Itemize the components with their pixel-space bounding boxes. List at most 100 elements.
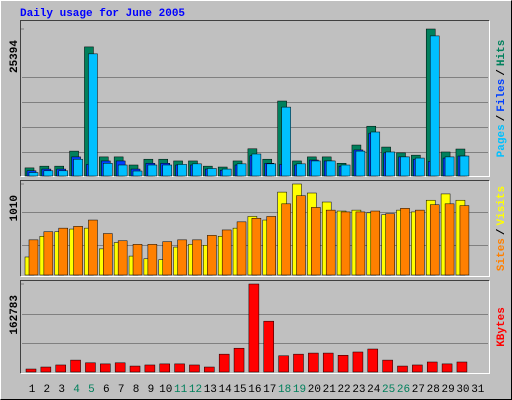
bar [340,211,351,276]
bar [233,347,245,373]
bar [370,131,381,177]
bar [281,203,291,276]
bar [415,157,425,177]
bar [293,353,304,373]
bar [192,163,202,177]
bar [340,164,351,177]
x-tick-label: 22 [337,384,350,396]
bar [266,163,277,177]
legend-entry: Pages [496,124,508,157]
bar [236,163,247,177]
x-tick-label: 30 [456,384,469,396]
bar [322,352,334,373]
bar [459,205,470,276]
x-tick-label: 28 [427,384,440,396]
x-tick-label: 18 [278,384,291,396]
x-tick-label: 29 [441,384,454,396]
bar [103,233,113,276]
bar [55,364,66,373]
y-tick-label: 25394 [9,40,21,73]
bar [162,164,172,177]
bar [400,208,410,276]
bar [370,210,381,276]
bar [337,354,349,373]
legend-separator: / [496,69,508,76]
bar [308,352,319,373]
x-tick-label: 27 [412,384,425,396]
bar [248,283,260,373]
bar [117,164,128,177]
bar [385,213,395,276]
chart-title: Daily usage for June 2005 [20,8,185,20]
bar [100,363,111,373]
bar [174,363,185,373]
x-tick-label: 14 [219,384,233,396]
bar [129,365,141,373]
bar [278,355,289,373]
bar [43,170,54,177]
bar [144,364,156,373]
bar [73,226,83,276]
bar [103,163,113,177]
bar [28,239,39,276]
bar [88,219,98,276]
legend-separator: / [496,114,508,121]
bar [207,235,217,276]
legend-entry: Sites [496,238,508,271]
bar [25,368,37,373]
bar [147,164,158,177]
bar [444,156,455,177]
bar [177,239,187,276]
plot-bevel-dark [20,180,490,277]
bar [58,227,68,276]
bar [296,195,306,276]
bar [70,359,81,373]
y-tick-label: 162783 [9,295,21,335]
x-tick-label: 24 [367,384,381,396]
bar [177,164,187,177]
bar [251,217,262,276]
bar [88,53,98,177]
legend-entry: Hits [496,40,508,66]
bar [382,359,393,373]
x-tick-label: 12 [189,384,202,396]
bar [415,209,425,276]
x-tick-label: 5 [88,384,95,396]
bar [40,366,52,373]
x-tick-label: 26 [397,384,410,396]
bar [459,155,470,177]
bar [28,172,39,177]
bar [325,209,336,276]
legend-entry: Visits [496,186,508,226]
bar [132,170,143,177]
x-tick-label: 3 [58,384,65,396]
legend: Sites / Visits [496,186,508,271]
bar [85,362,96,373]
plot-bevel-dark [20,20,490,177]
bar [192,239,202,276]
bar [441,363,453,373]
x-tick-label: 25 [382,384,395,396]
bar [43,231,54,276]
bar [456,361,468,373]
bar [429,204,440,276]
x-tick-label: 11 [174,384,188,396]
bar [221,229,232,276]
bar [147,244,158,276]
bar [296,163,306,177]
bar [412,364,423,373]
bar [204,366,215,373]
bar [385,151,395,177]
plot-bevel-dark [20,280,490,374]
plot-bevel-light [20,20,490,177]
bar [189,364,200,373]
x-tick-label: 9 [148,384,155,396]
y-tick-label: 1010 [9,195,21,221]
bar [58,170,68,177]
bar [218,353,230,373]
plot-bevel-light [20,280,490,374]
bar [355,150,366,177]
bar [400,156,410,177]
